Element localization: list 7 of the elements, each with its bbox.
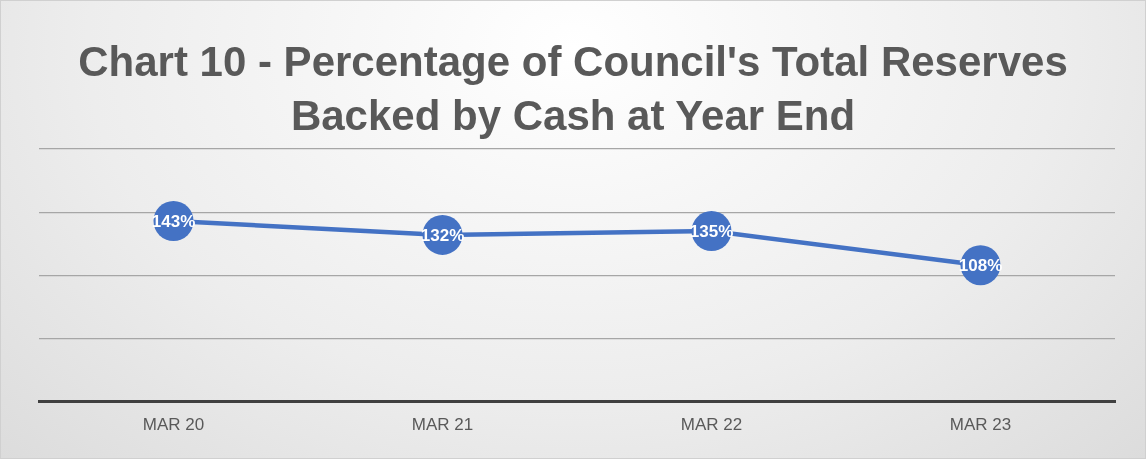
chart-title: Chart 10 - Percentage of Council's Total Reserves Backed by Cash at Year End: [77, 37, 1069, 141]
data-label: 132%: [420, 225, 465, 245]
x-tick-label: MAR 20: [142, 415, 205, 435]
x-tick-label: MAR 23: [949, 415, 1012, 435]
data-label: 135%: [689, 221, 734, 241]
x-tick-label: MAR 21: [411, 415, 474, 435]
x-tick-label: MAR 22: [680, 415, 743, 435]
